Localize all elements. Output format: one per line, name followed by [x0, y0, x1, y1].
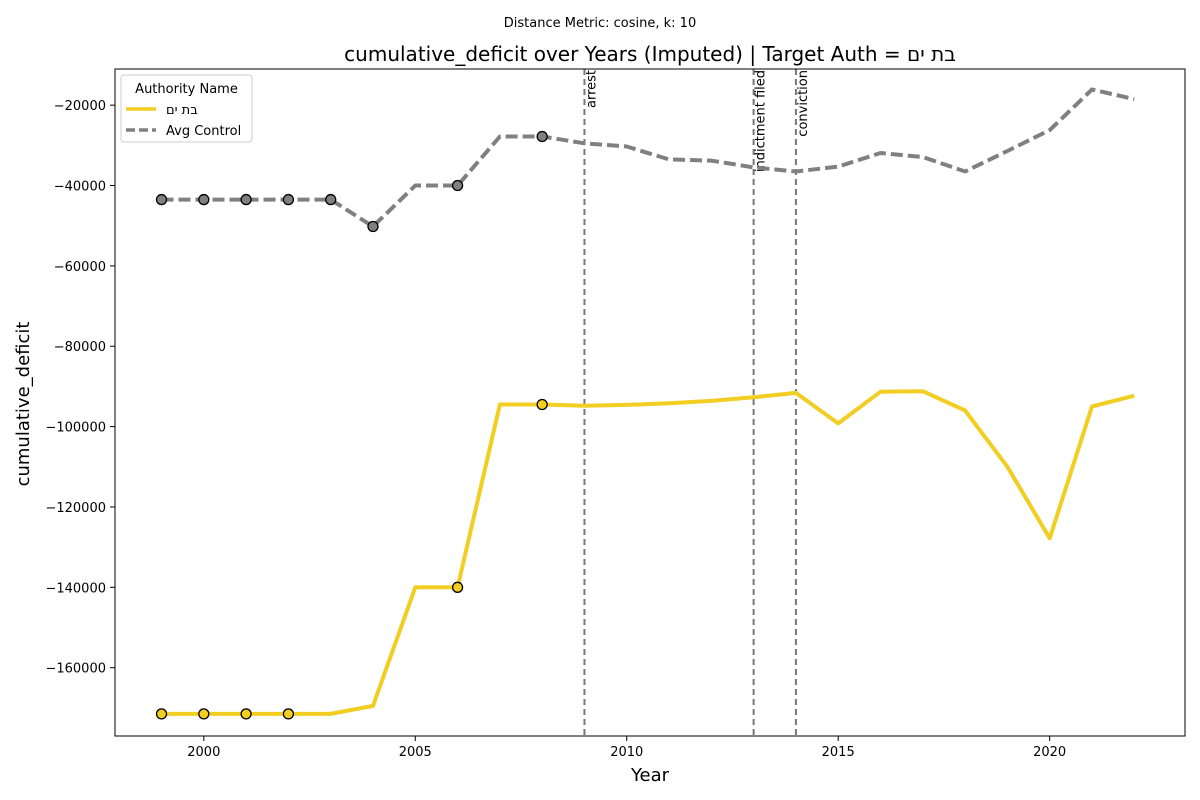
- legend: Authority Name בת ים Avg Control: [120, 74, 253, 143]
- plot-frame: [114, 68, 1186, 737]
- series-0-marker-2: [240, 708, 252, 720]
- series-1-marker-4: [325, 193, 337, 206]
- y-tick-label-1: −140000: [45, 581, 106, 596]
- series-1-marker-3: [282, 193, 295, 206]
- x-axis: 2000 2005 2010 2015 2020: [187, 736, 1066, 760]
- series-1-marker-1: [198, 193, 210, 206]
- imputed-markers: [155, 130, 548, 720]
- x-tick-label-0: 2000: [187, 745, 220, 760]
- event-label-0: arrest: [584, 70, 599, 108]
- series-line-0: [161, 389, 1135, 716]
- y-axis: −160000 −140000 −120000 −100000 −80000 −60000…: [45, 99, 115, 677]
- y-tick-label-5: −60000: [54, 260, 106, 275]
- legend-label-control: Avg Control: [166, 124, 241, 139]
- series-lines: [161, 87, 1135, 716]
- legend-label-target: בת ים: [166, 103, 198, 118]
- chart-title: cumulative_deficit over Years (Imputed) …: [344, 42, 956, 66]
- legend-box: [120, 74, 253, 143]
- x-tick-label-2: 2010: [610, 745, 643, 760]
- y-tick-label-2: −120000: [45, 501, 106, 516]
- series-0-marker-1: [198, 708, 210, 720]
- event-label-2: conviction: [796, 70, 811, 137]
- y-axis-label: cumulative_deficit: [13, 322, 34, 487]
- series-0-marker-4: [451, 581, 464, 593]
- series-1-marker-5: [367, 220, 379, 233]
- y-tick-label-0: −160000: [45, 662, 106, 677]
- series-0-marker-3: [282, 708, 295, 720]
- x-axis-label: Year: [630, 765, 670, 786]
- x-tick-label-4: 2020: [1033, 745, 1066, 760]
- chart-suptitle: Distance Metric: cosine, k: 10: [504, 16, 696, 31]
- event-lines: arrest indictment filed conviction: [583, 69, 811, 736]
- y-tick-label-4: −80000: [54, 340, 106, 355]
- series-1-marker-6: [451, 179, 464, 192]
- series-0-marker-5: [536, 398, 548, 411]
- y-tick-label-6: −40000: [54, 180, 106, 195]
- series-1-marker-0: [155, 193, 168, 206]
- x-tick-label-3: 2015: [822, 745, 855, 760]
- series-1-marker-7: [536, 130, 548, 143]
- legend-title: Authority Name: [135, 82, 238, 97]
- series-0-marker-0: [155, 708, 168, 720]
- y-tick-label-7: −20000: [54, 99, 106, 114]
- y-tick-label-3: −100000: [45, 421, 106, 436]
- series-line-1: [161, 87, 1135, 229]
- series-1-marker-2: [240, 193, 252, 206]
- x-tick-label-1: 2005: [399, 745, 432, 760]
- event-label-1: indictment filed: [754, 70, 769, 172]
